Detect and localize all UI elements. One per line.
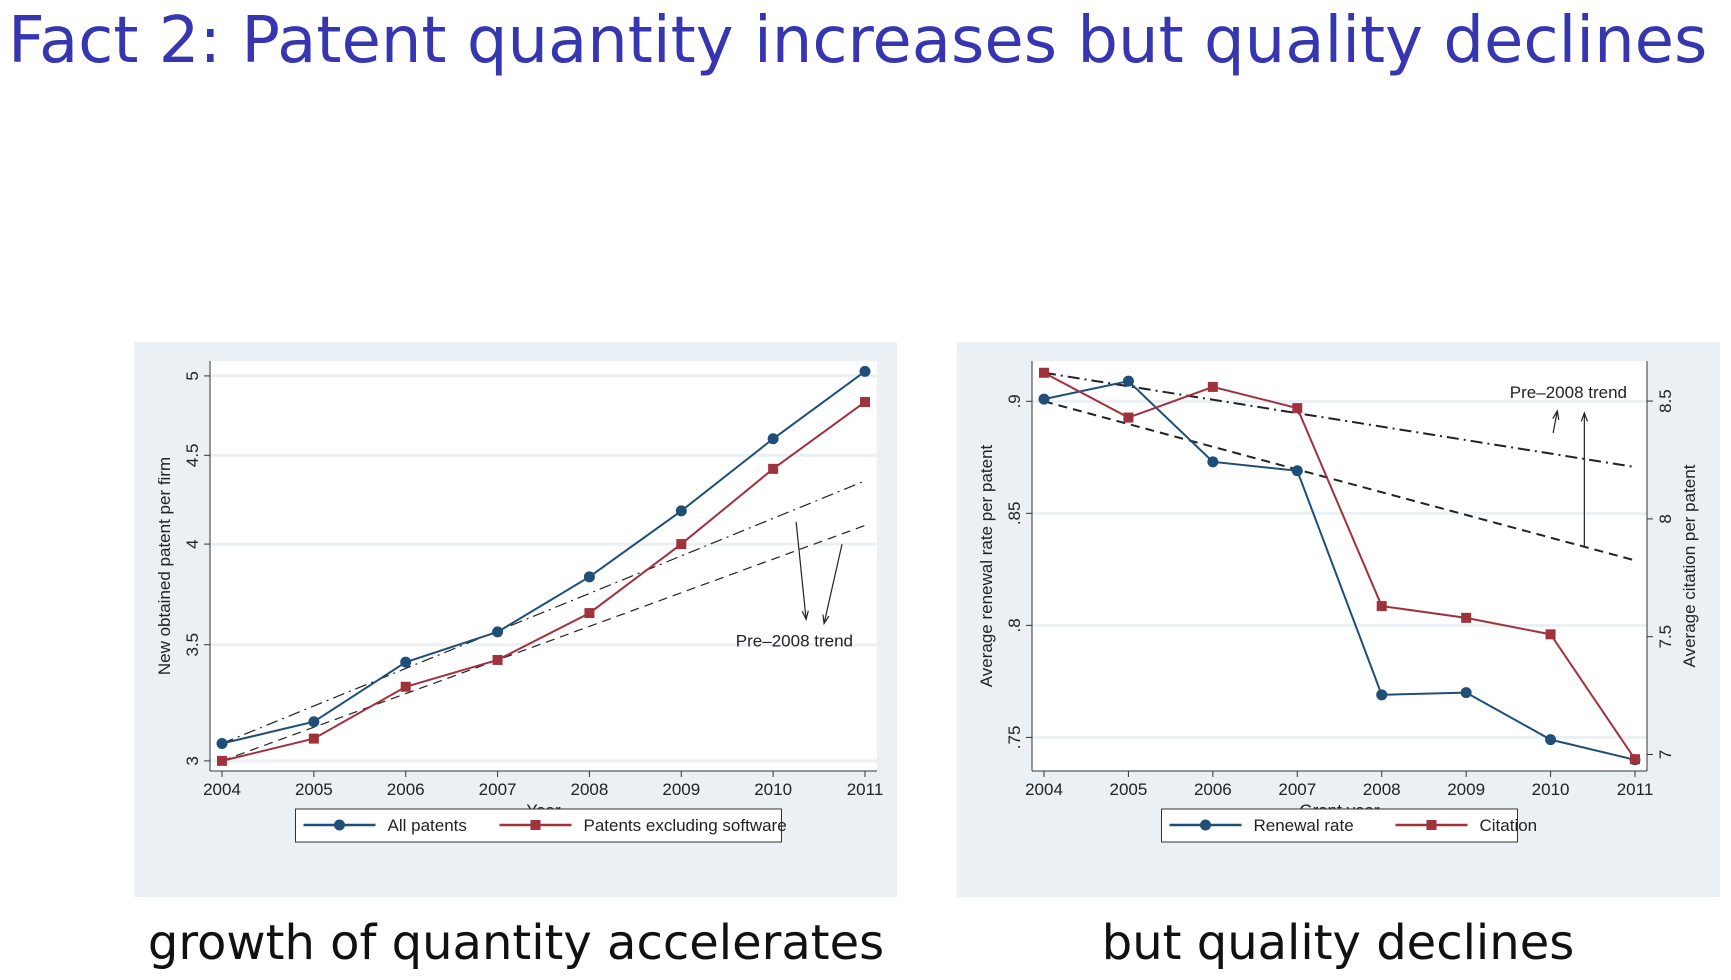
y-tick-label-right: 7 bbox=[1656, 750, 1675, 759]
data-point bbox=[1123, 412, 1134, 423]
series-line-0 bbox=[1043, 380, 1636, 761]
series-line-1 bbox=[221, 401, 866, 762]
data-point bbox=[859, 365, 871, 377]
x-tick-label: 2007 bbox=[1278, 780, 1316, 799]
trend-annotation: Pre–2008 trend bbox=[736, 632, 853, 651]
data-point bbox=[1038, 393, 1050, 405]
legend-marker-square bbox=[1426, 820, 1437, 830]
plot-area bbox=[1032, 361, 1647, 771]
plot-area bbox=[210, 361, 877, 771]
data-point bbox=[216, 738, 228, 750]
y-tick-label: 4.5 bbox=[183, 444, 202, 468]
data-point bbox=[308, 716, 320, 728]
arrow-head-icon bbox=[801, 610, 809, 622]
x-tick-label: 2008 bbox=[1363, 780, 1401, 799]
annotation-arrow bbox=[1552, 410, 1558, 434]
data-point bbox=[1207, 381, 1218, 392]
y-tick-label: .8 bbox=[1005, 618, 1024, 632]
x-tick-label: 2008 bbox=[571, 780, 609, 799]
data-point bbox=[583, 571, 595, 583]
data-point bbox=[217, 755, 227, 766]
y-tick-label: .75 bbox=[1005, 726, 1024, 750]
data-point bbox=[1292, 403, 1303, 414]
trend-line-dashdot bbox=[1043, 371, 1636, 469]
data-point bbox=[584, 608, 595, 619]
legend-marker-circle bbox=[1200, 819, 1211, 831]
data-point bbox=[308, 733, 319, 744]
trend-annotation: Pre–2008 trend bbox=[1510, 383, 1627, 402]
legend-marker-square bbox=[530, 820, 541, 830]
x-tick-label: 2004 bbox=[1025, 780, 1063, 799]
x-tick-label: 2010 bbox=[1532, 780, 1570, 799]
x-tick-label: 2009 bbox=[1447, 780, 1485, 799]
data-point bbox=[400, 681, 411, 692]
y-axis-label-right: Average citation per patent bbox=[1680, 464, 1699, 667]
data-point bbox=[492, 626, 504, 638]
legend-marker-circle bbox=[334, 819, 345, 831]
slide-title: Fact 2: Patent quantity increases but qu… bbox=[8, 4, 1708, 78]
annotation-arrow bbox=[795, 521, 807, 620]
arrow-head-icon bbox=[1552, 409, 1560, 420]
data-point bbox=[1460, 687, 1472, 699]
arrow-head-icon bbox=[1580, 411, 1588, 422]
data-point bbox=[1122, 375, 1134, 387]
x-tick-label: 2009 bbox=[662, 780, 700, 799]
data-point bbox=[1630, 754, 1640, 765]
annotation-arrow bbox=[823, 543, 843, 624]
y-tick-label: 3 bbox=[183, 756, 202, 765]
x-tick-label: 2004 bbox=[203, 780, 241, 799]
data-point bbox=[767, 433, 779, 445]
data-point bbox=[1291, 465, 1303, 477]
data-point bbox=[492, 654, 503, 665]
caption-left: growth of quantity accelerates bbox=[147, 915, 885, 971]
y-axis-label: New obtained patent per firm bbox=[155, 457, 174, 675]
legend-label: Citation bbox=[1480, 816, 1538, 835]
x-tick-label: 2010 bbox=[754, 780, 792, 799]
x-tick-label: 2005 bbox=[1110, 780, 1148, 799]
y-tick-label-right: 8 bbox=[1656, 514, 1675, 523]
quantity-chart-panel: 3 3.5 4 4.5 5 2004 2005 2006 2007 2008 2009 2010 201… bbox=[134, 342, 897, 897]
x-tick-label: 2006 bbox=[387, 780, 425, 799]
series-line-1 bbox=[1043, 371, 1636, 760]
y-tick-label: 5 bbox=[183, 371, 202, 380]
data-point bbox=[676, 539, 687, 550]
data-point bbox=[1207, 456, 1219, 468]
x-tick-label: 2011 bbox=[1617, 780, 1654, 799]
data-point bbox=[1376, 601, 1387, 612]
data-point bbox=[675, 505, 687, 517]
data-point bbox=[1545, 734, 1557, 746]
data-point bbox=[400, 656, 412, 668]
y-tick-label: .9 bbox=[1005, 394, 1024, 408]
quality-chart: .75 .8 .85 .9 2004 2005 2006 2007 2008 2009 2010 20… bbox=[977, 361, 1699, 843]
legend-label: Renewal rate bbox=[1254, 816, 1354, 835]
data-point bbox=[1039, 367, 1049, 378]
data-point bbox=[768, 463, 779, 474]
quality-chart-panel: .75 .8 .85 .9 2004 2005 2006 2007 2008 2009 2010 20… bbox=[957, 342, 1720, 897]
trend-line-dash bbox=[221, 524, 866, 762]
x-tick-label: 2007 bbox=[479, 780, 517, 799]
y-tick-label: 3.5 bbox=[183, 633, 202, 657]
data-point bbox=[860, 396, 870, 407]
trend-line-dash bbox=[1043, 400, 1636, 562]
caption-right: but quality declines bbox=[1101, 915, 1575, 971]
x-tick-label: 2006 bbox=[1194, 780, 1232, 799]
x-tick-label: 2011 bbox=[847, 780, 884, 799]
legend-label: Patents excluding software bbox=[584, 816, 787, 835]
y-axis-label: Average renewal rate per patent bbox=[977, 444, 996, 687]
y-tick-label: .85 bbox=[1005, 502, 1024, 526]
legend-label: All patents bbox=[388, 816, 467, 835]
data-point bbox=[1461, 612, 1472, 623]
series-line-0 bbox=[221, 370, 866, 745]
y-tick-label-right: 8.5 bbox=[1656, 389, 1675, 413]
data-point bbox=[1376, 689, 1388, 701]
y-tick-label-right: 7.5 bbox=[1656, 625, 1675, 649]
y-tick-label: 4 bbox=[183, 539, 202, 548]
quantity-chart: 3 3.5 4 4.5 5 2004 2005 2006 2007 2008 2009 2010 201… bbox=[155, 361, 884, 843]
trend-line-dashdot bbox=[221, 480, 866, 745]
arrow-head-icon bbox=[822, 614, 830, 626]
data-point bbox=[1545, 629, 1556, 640]
x-tick-label: 2005 bbox=[295, 780, 333, 799]
